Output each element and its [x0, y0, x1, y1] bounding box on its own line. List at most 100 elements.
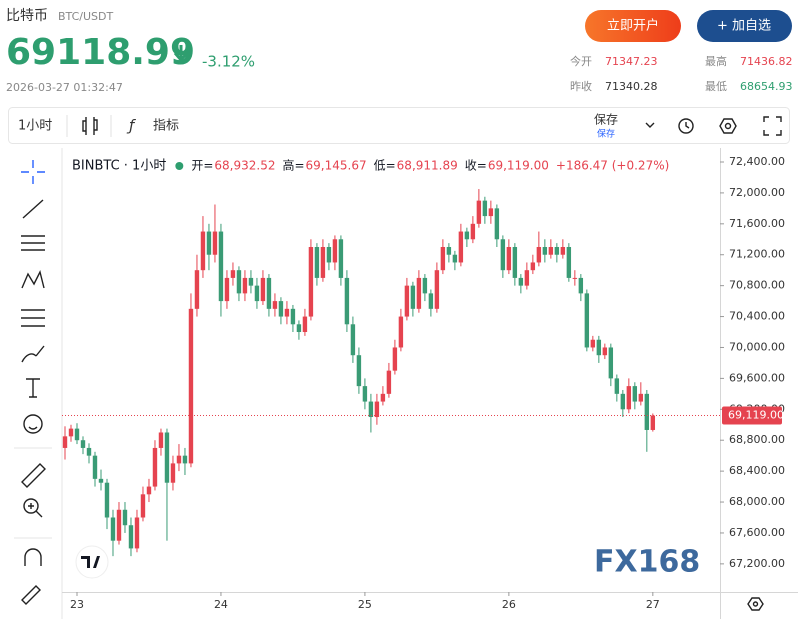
candle-body: [212, 231, 218, 255]
brush-tool[interactable]: [21, 345, 45, 363]
settings-corner[interactable]: [747, 597, 764, 611]
candle-body: [368, 401, 374, 418]
candle-body: [518, 277, 524, 286]
settings-icon[interactable]: [719, 118, 737, 134]
candle-body: [554, 247, 560, 255]
fib-tool[interactable]: [21, 235, 45, 251]
save[interactable]: 保存: [594, 113, 618, 127]
candle-body: [176, 455, 182, 464]
candle-body: [398, 316, 404, 348]
candle-type-icon[interactable]: [82, 117, 98, 135]
stat-value: 71436.82: [740, 55, 793, 68]
watermark: FX168: [594, 545, 700, 580]
crosshair-tool[interactable]: [21, 160, 45, 184]
candle-body: [146, 486, 152, 495]
candle-body: [122, 509, 128, 526]
fx-icon[interactable]: ƒ: [126, 117, 136, 135]
projection-tool[interactable]: [21, 309, 45, 327]
candle-body: [248, 277, 254, 286]
candle-body: [302, 316, 308, 333]
lock-tool[interactable]: [21, 585, 41, 605]
candle-body: [182, 455, 188, 464]
candle-body: [380, 393, 386, 402]
ruler-tool[interactable]: [21, 463, 46, 488]
candle-body: [482, 200, 488, 217]
candle-body: [74, 428, 80, 441]
legend-label: 高=: [282, 158, 304, 173]
candle-body: [290, 308, 296, 325]
button-label: 立即开户: [607, 18, 659, 34]
candle-body: [152, 447, 158, 487]
candle-body: [308, 247, 314, 317]
magnet-tool[interactable]: [24, 548, 42, 566]
candle-body: [230, 270, 236, 278]
zoom-tool[interactable]: [23, 498, 43, 518]
y-tick-label: 67,600.00: [729, 526, 785, 539]
candle-body: [236, 270, 242, 294]
stat-label: 今开: [570, 54, 592, 68]
candle-body: [452, 254, 458, 263]
price: 69118.99: [6, 32, 195, 73]
indicators[interactable]: 指标: [153, 119, 179, 134]
open-account-button[interactable]: 立即开户: [585, 10, 681, 42]
y-tick-label: 68,400.00: [729, 464, 785, 477]
x-tick-label: 23: [70, 598, 84, 611]
candle-body: [224, 277, 230, 302]
candle-body: [602, 347, 608, 356]
candle-body: [350, 324, 356, 356]
y-tick-label: 71,600.00: [729, 217, 785, 230]
candle-body: [650, 415, 656, 430]
legend-value: 69,145.67: [306, 159, 367, 173]
candle-body: [620, 393, 626, 410]
candle-body: [560, 247, 566, 255]
coin-name: 比特币: [6, 8, 48, 24]
watchlist-button[interactable]: + 加自选: [697, 10, 792, 42]
candle-body: [362, 386, 368, 402]
candle-body: [410, 285, 416, 309]
candle-body: [344, 277, 350, 325]
candle-body: [416, 277, 422, 309]
candle-body: [524, 270, 530, 286]
candle-body: [494, 208, 500, 240]
interval[interactable]: 1小时: [18, 119, 52, 134]
toolbar: [8, 107, 790, 144]
alert-icon[interactable]: [678, 118, 694, 134]
fullscreen-icon[interactable]: [763, 116, 782, 136]
candle-body: [326, 247, 332, 263]
candle-body: [62, 436, 68, 448]
save-menu[interactable]: [645, 122, 655, 128]
candle-body: [392, 347, 398, 371]
y-tick-label: 70,000.00: [729, 340, 785, 353]
y-tick-label: 68,000.00: [729, 495, 785, 508]
line-tool[interactable]: [22, 199, 44, 219]
y-tick-label: 72,000.00: [729, 186, 785, 199]
candle-body: [548, 247, 554, 255]
candle-body: [614, 378, 620, 394]
candle-body: [200, 231, 206, 271]
candle-body: [446, 247, 452, 255]
button-label: + 加自选: [717, 19, 771, 34]
text-tool[interactable]: [26, 378, 40, 398]
candle-body: [386, 370, 392, 394]
candle-body: [158, 432, 164, 448]
pattern-tool[interactable]: [21, 269, 45, 289]
stat-value: 68654.93: [740, 80, 793, 93]
candle-body: [536, 247, 542, 263]
candle-body: [428, 293, 434, 309]
candle-body: [140, 494, 146, 518]
stat-label: 最低: [705, 80, 727, 93]
price-tag-label: 69,119.00: [728, 409, 784, 422]
legend-value: 69,119.00: [488, 159, 549, 173]
legend-value: 68,932.52: [214, 159, 275, 173]
y-tick-label: 72,400.00: [729, 155, 785, 168]
x-tick-label: 25: [358, 598, 372, 611]
candle-body: [626, 386, 632, 410]
emoji-tool[interactable]: [23, 414, 43, 434]
legend-value: 68,911.89: [397, 159, 458, 173]
candle-body: [578, 277, 584, 294]
stat-label: 昨收: [570, 79, 592, 93]
candle-body: [566, 247, 572, 278]
drawing-tools: [21, 160, 46, 605]
candle-body: [104, 482, 110, 518]
coin-symbol: BTC/USDT: [58, 10, 114, 23]
